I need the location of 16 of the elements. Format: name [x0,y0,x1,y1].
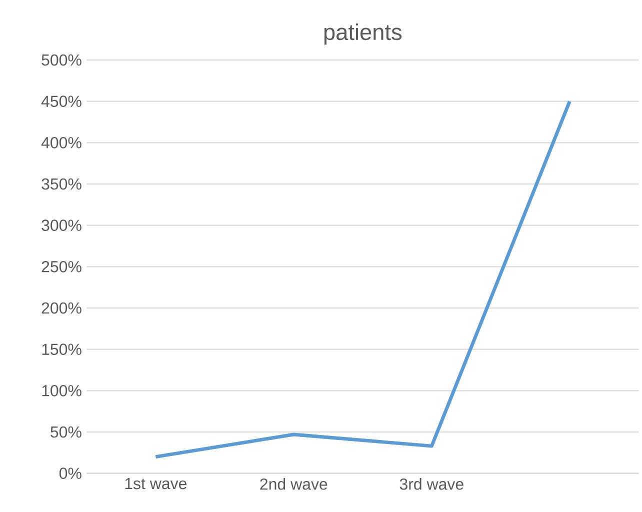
x-tick-label: 1st wave [125,478,186,490]
y-tick-label: 50% [50,426,82,438]
chart-title: patients [324,24,402,45]
y-tick-label: 350% [42,178,82,190]
y-tick-label: 100% [42,385,82,396]
line-series [154,100,572,459]
x-tick-label: 3rd wave [400,478,464,490]
x-tick-label: 2nd wave [260,478,328,490]
y-tick-label: 200% [42,302,82,314]
y-tick-label: 500% [42,54,82,66]
y-tick-label: 300% [42,220,82,231]
y-tick-label: 150% [42,344,82,355]
y-tick-label: 0% [59,468,82,479]
y-tick-label: 250% [42,261,82,272]
y-tick-label: 400% [41,137,82,148]
y-tick-label: 450% [41,96,82,107]
